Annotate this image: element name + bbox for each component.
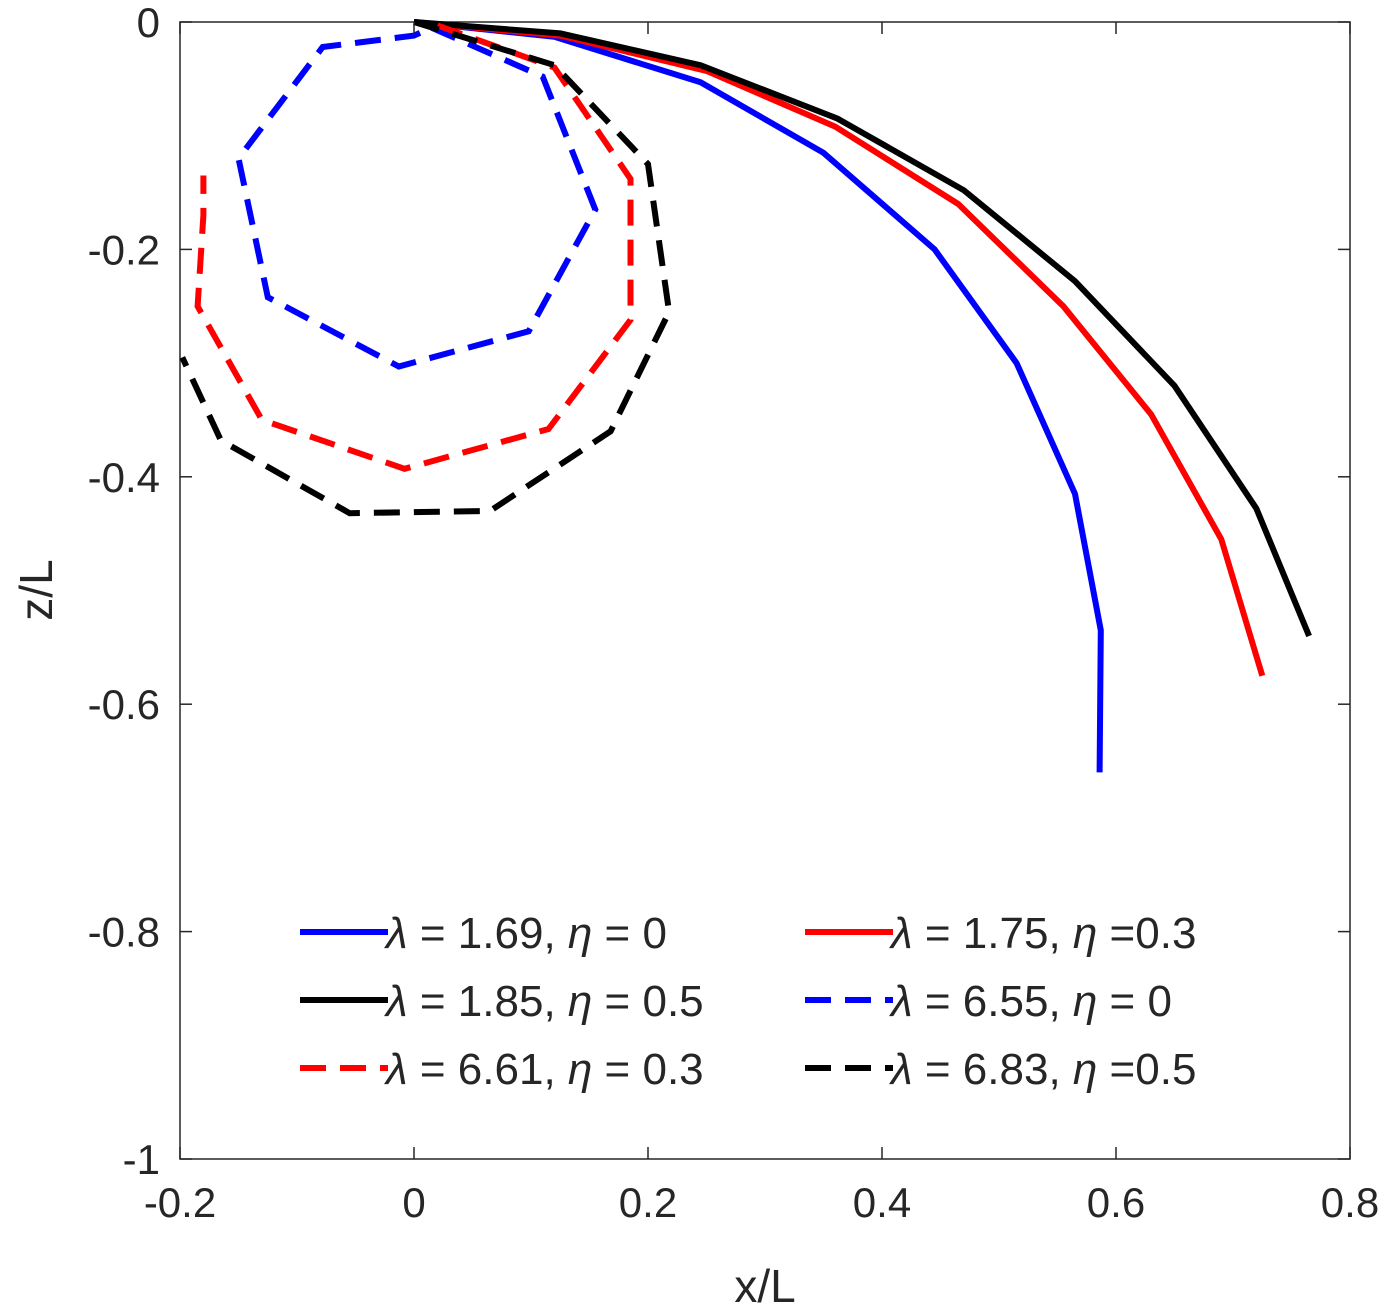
legend-label: λ = 6.83, η =0.5 bbox=[889, 1045, 1196, 1094]
x-tick-label: 0.8 bbox=[1321, 1179, 1379, 1226]
series-line-3 bbox=[413, 19, 1312, 638]
legend-label: λ = 6.61, η = 0.3 bbox=[384, 1045, 704, 1094]
x-tick-label: 0.4 bbox=[853, 1179, 911, 1226]
series-layer bbox=[179, 19, 1312, 773]
x-axis-label: x/L bbox=[734, 1260, 795, 1309]
series-line-5 bbox=[194, 22, 634, 472]
y-tick-label: 0 bbox=[137, 0, 160, 46]
legend-label: λ = 1.75, η =0.3 bbox=[889, 909, 1196, 958]
legend-label: λ = 1.85, η = 0.5 bbox=[384, 977, 704, 1026]
series-line-6 bbox=[179, 19, 673, 517]
y-axis-ticks: 0 -0.2 -0.4 -0.6 -0.8 -1 bbox=[88, 0, 1350, 1183]
legend: λ = 1.69, η = 0 λ = 1.75, η =0.3 λ = 1.85,… bbox=[300, 909, 1196, 1094]
x-axis-ticks: -0.2 0 0.2 0.4 0.6 0.8 bbox=[144, 22, 1379, 1226]
legend-label: λ = 6.55, η = 0 bbox=[889, 977, 1172, 1026]
y-tick-label: -0.6 bbox=[88, 681, 160, 728]
y-tick-label: -0.4 bbox=[88, 454, 160, 501]
legend-label: λ = 1.69, η = 0 bbox=[384, 909, 667, 958]
y-tick-label: -0.8 bbox=[88, 909, 160, 956]
x-tick-label: 0.2 bbox=[619, 1179, 677, 1226]
plot-area bbox=[179, 21, 1351, 1160]
y-axis-label: z/L bbox=[10, 559, 62, 620]
x-tick-label: 0.6 bbox=[1087, 1179, 1145, 1226]
y-tick-label: -0.2 bbox=[88, 226, 160, 273]
x-tick-label: 0 bbox=[402, 1179, 425, 1226]
y-tick-label: -1 bbox=[123, 1136, 160, 1183]
series-line-4 bbox=[235, 24, 599, 370]
x-tick-label: -0.2 bbox=[144, 1179, 216, 1226]
series-line-1 bbox=[413, 19, 1104, 773]
